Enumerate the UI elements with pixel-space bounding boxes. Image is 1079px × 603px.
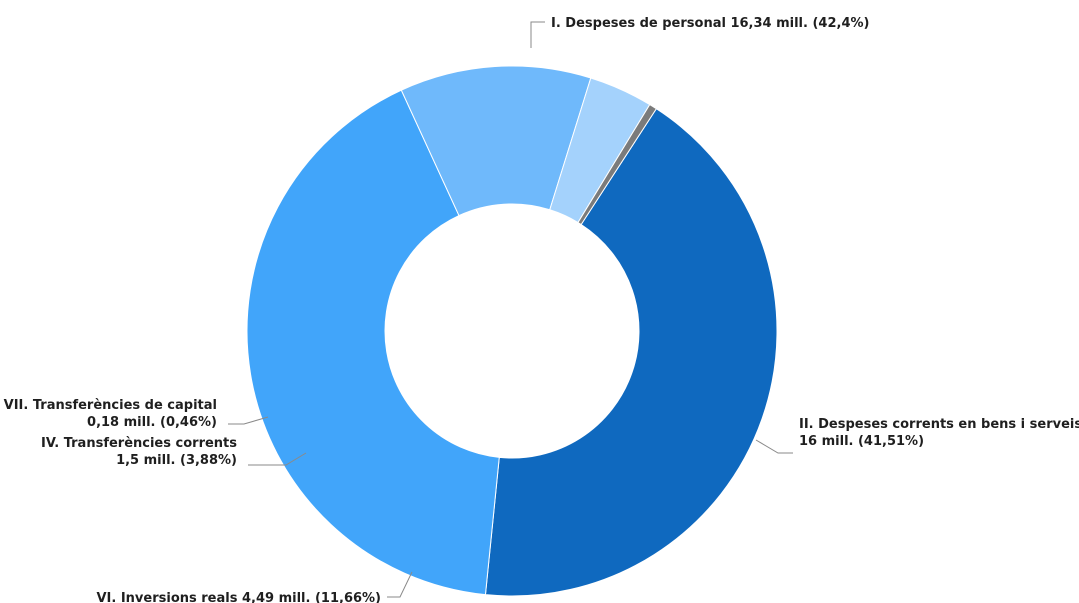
slice-label-line1: II. Despeses corrents en bens i serveis <box>799 417 1079 432</box>
slice-label-line1: VI. Inversions reals 4,49 mill. (11,66%) <box>96 591 381 603</box>
leader-line-bens-serveis <box>755 439 793 454</box>
leader-line-transf-capital <box>228 416 269 425</box>
leader-line-personal <box>530 21 545 48</box>
slice-label-line2: 16 mill. (41,51%) <box>799 434 924 449</box>
leader-lines <box>228 21 793 598</box>
slice-personal <box>484 108 778 597</box>
slice-label-transf-corrents: IV. Transferències corrents 1,5 mill. (3,… <box>41 436 237 468</box>
slice-label-bens-serveis: II. Despeses corrents en bens i serveis 1… <box>799 417 1079 449</box>
donut-slices <box>246 65 778 597</box>
slice-bens-serveis <box>246 89 500 596</box>
leader-line-transf-corrents <box>248 452 307 466</box>
slice-label-line2: 1,5 mill. (3,88%) <box>116 453 237 468</box>
slice-label-transf-capital: VII. Transferències de capital 0,18 mill.… <box>4 398 217 430</box>
slice-label-line1: VII. Transferències de capital <box>4 398 217 413</box>
slice-label-line1: I. Despeses de personal 16,34 mill. (42,… <box>551 16 869 31</box>
slice-inversions <box>400 65 592 217</box>
slice-label-personal: I. Despeses de personal 16,34 mill. (42,… <box>551 16 869 31</box>
slice-label-inversions: VI. Inversions reals 4,49 mill. (11,66%) <box>96 591 381 603</box>
slice-label-line2: 0,18 mill. (0,46%) <box>87 415 217 430</box>
leader-line-inversions <box>387 571 413 598</box>
slice-transf-capital <box>577 103 658 226</box>
slice-label-line1: IV. Transferències corrents <box>41 436 237 451</box>
slice-labels: I. Despeses de personal 16,34 mill. (42,… <box>4 16 1079 603</box>
